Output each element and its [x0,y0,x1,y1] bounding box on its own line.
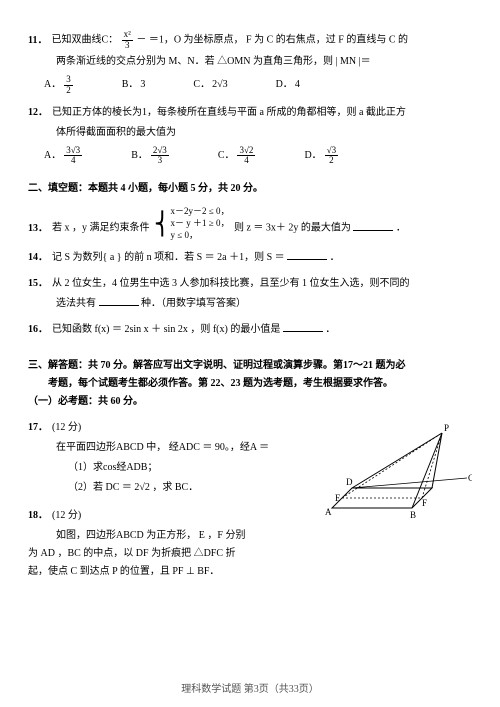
q18-pts: (12 分) [52,507,81,525]
q18-num: 18． [28,507,48,525]
blank-input [353,221,393,231]
q14-text: 记 S 为数列{ a } 的前 n 项和．若 S ＝ 2a ＋1，则 S ＝ [52,252,285,263]
q11-text-a: 已知双曲线C： [51,35,118,46]
label-b: B [410,510,416,520]
q17-pts: (12 分) [52,419,81,437]
label-e: E [335,493,341,503]
label-f: F [422,498,427,508]
q15-num: 15． [28,275,48,293]
q17-num: 17． [28,419,48,437]
q16-num: 16． [28,321,48,339]
q11-choice-c: C．2√3 [193,75,227,96]
page-footer: 理科数学试题 第3页（共33页） [0,681,500,699]
geometry-diagram: P D E A F B C [322,423,472,523]
section-2-title: 二、填空题：本题共 4 小题，每小题 5 分，共 20 分。 [28,180,472,198]
q12-choice-b: B．2√33 [131,146,170,167]
q13-cases: ⎨ x－2y－2 ≤ 0， x－ y ＋1 ≥ 0， y ≤ 0， [154,206,229,241]
q15-line2b: 种．（用数字填写答案） [141,298,246,309]
q11-choices: A．32 B．3 C．2√3 D．4 [28,75,472,96]
blank-input [99,296,139,306]
label-c: C [468,473,472,483]
q11-frac1: x²3 [122,30,133,51]
q15-line1: 从 2 位女生，4 位男生中选 3 人参加科技比赛，且至少有 1 位女生入选，则… [52,275,472,293]
label-p: P [444,423,449,433]
q12-choice-a: A．3√34 [44,146,83,167]
q11-choice-b: B．3 [122,75,146,96]
q12-line2: 体所得截面面积的最大值为 [28,124,472,142]
question-17: P D E A F B C 17． (12 分) 在平面四边形ABCD 中， 经… [28,419,472,497]
question-11: 11． 已知双曲线C： x²3 － ＝1，O 为坐标原点， F 为 C 的右焦点… [28,30,472,96]
label-a: A [325,507,332,517]
question-13: 13． 若 x ，y 满足约束条件 ⎨ x－2y－2 ≤ 0， x－ y ＋1 … [28,206,472,241]
q12-choices: A．3√34 B．2√33 C．3√24 D．√32 [28,146,472,167]
q16-text: 已知函数 f(x) ＝ 2sin x ＋ sin 2x ，则 f(x) 的最小值… [52,324,280,335]
q12-line1: 已知正方体的棱长为1，每条棱所在直线与平面 a 所成的角都相等，则 a 截此正方 [52,104,472,122]
section-3-title: 三、解答题：共 70 分。解答应写出文字说明、证明过程或演算步骤。第17～21 … [28,357,472,411]
q11-body: 已知双曲线C： x²3 － ＝1，O 为坐标原点， F 为 C 的右焦点，过 F… [51,30,472,51]
question-16: 16． 已知函数 f(x) ＝ 2sin x ＋ sin 2x ，则 f(x) … [28,321,472,339]
q11-text-c: ＝1，O 为坐标原点， F 为 C 的右焦点，过 F 的直线与 C 的 [149,35,408,46]
q11-choice-a: A．32 [44,75,74,96]
q18-l3: 起，使点 C 到达点 P 的位置，且 PF ⊥ BF． [28,563,472,581]
q11-num: 11． [28,32,47,50]
brace-icon: ⎨ [154,214,171,234]
q12-choice-d: D．√32 [304,146,339,167]
blank-input [283,322,323,332]
label-d: D [346,477,353,487]
q12-choice-c: C．3√24 [218,146,257,167]
blank-input [287,250,327,260]
question-15: 15． 从 2 位女生，4 位男生中选 3 人参加科技比赛，且至少有 1 位女生… [28,275,472,313]
q12-num: 12． [28,104,48,122]
q18-l2: 为 AD ，BC 的中点，以 DF 为折痕把 △DFC 折 [28,545,472,563]
q13-num: 13． [28,220,48,238]
q14-num: 14． [28,249,48,267]
question-14: 14． 记 S 为数列{ a } 的前 n 项和．若 S ＝ 2a ＋1，则 S… [28,249,472,267]
q11-choice-d: D．4 [276,75,300,96]
q18-l1: 如图，四边形ABCD 为正方形， E ，F 分别 [28,527,472,545]
q15-line2a: 选法共有 [56,298,96,309]
question-12: 12． 已知正方体的棱长为1，每条棱所在直线与平面 a 所成的角都相等，则 a … [28,104,472,167]
q11-line2: 两条渐近线的交点分别为 M、N．若 △OMN 为直角三角形，则 | MN |＝ [28,53,472,71]
q13-body: 若 x ，y 满足约束条件 ⎨ x－2y－2 ≤ 0， x－ y ＋1 ≥ 0，… [52,206,472,241]
